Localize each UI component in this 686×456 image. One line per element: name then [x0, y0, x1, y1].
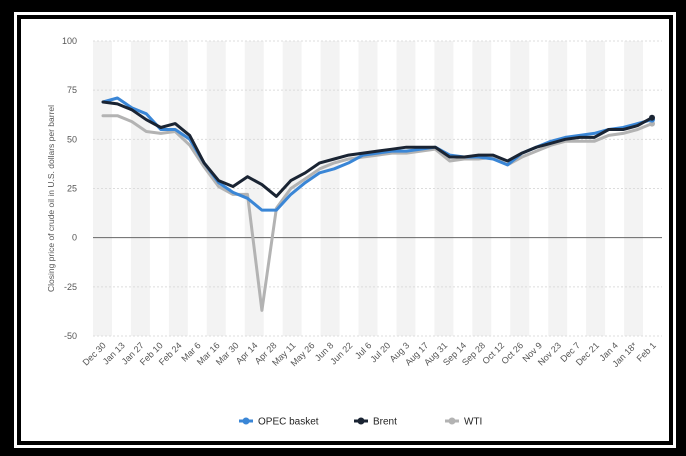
- screenshot-frame: 100 75 50 25 0 -25 -50 Closing price of crude o…: [4, 4, 682, 452]
- legend-marker: [448, 417, 456, 425]
- y-tick-label: 0: [72, 233, 77, 243]
- y-tick-label: 75: [67, 85, 77, 95]
- chart-border: 100 75 50 25 0 -25 -50 Closing price of crude o…: [14, 12, 676, 448]
- grid-band: [206, 41, 226, 336]
- chart-card: 100 75 50 25 0 -25 -50 Closing price of crude o…: [21, 19, 669, 441]
- grid-band: [434, 41, 454, 336]
- x-tick-label: Jul 20: [368, 340, 392, 364]
- y-tick-label: -25: [64, 282, 77, 292]
- series-line-brent: [101, 100, 654, 198]
- series-point-brent: [649, 114, 655, 121]
- series-line-wti: [101, 114, 654, 312]
- legend-marker: [357, 417, 365, 425]
- y-tick-label: 25: [67, 184, 77, 194]
- legend-marker: [242, 417, 250, 425]
- legend-label: WTI: [464, 417, 482, 428]
- legend-label: Brent: [373, 417, 397, 428]
- line-chart: 100 75 50 25 0 -25 -50 Closing price of crude o…: [46, 36, 662, 428]
- grid-band: [510, 41, 530, 336]
- y-tick-label: 100: [62, 36, 77, 46]
- y-tick-label: 50: [67, 134, 77, 144]
- legend-label: OPEC basket: [258, 417, 319, 428]
- grid-band: [358, 41, 378, 336]
- x-tick-label: Oct 26: [499, 340, 525, 366]
- x-tick-label: Feb 1: [635, 340, 658, 363]
- y-tick-label: -50: [64, 331, 77, 341]
- y-axis-label: Closing price of crude oil in U.S. dolla…: [46, 105, 56, 292]
- grid-band: [586, 41, 606, 336]
